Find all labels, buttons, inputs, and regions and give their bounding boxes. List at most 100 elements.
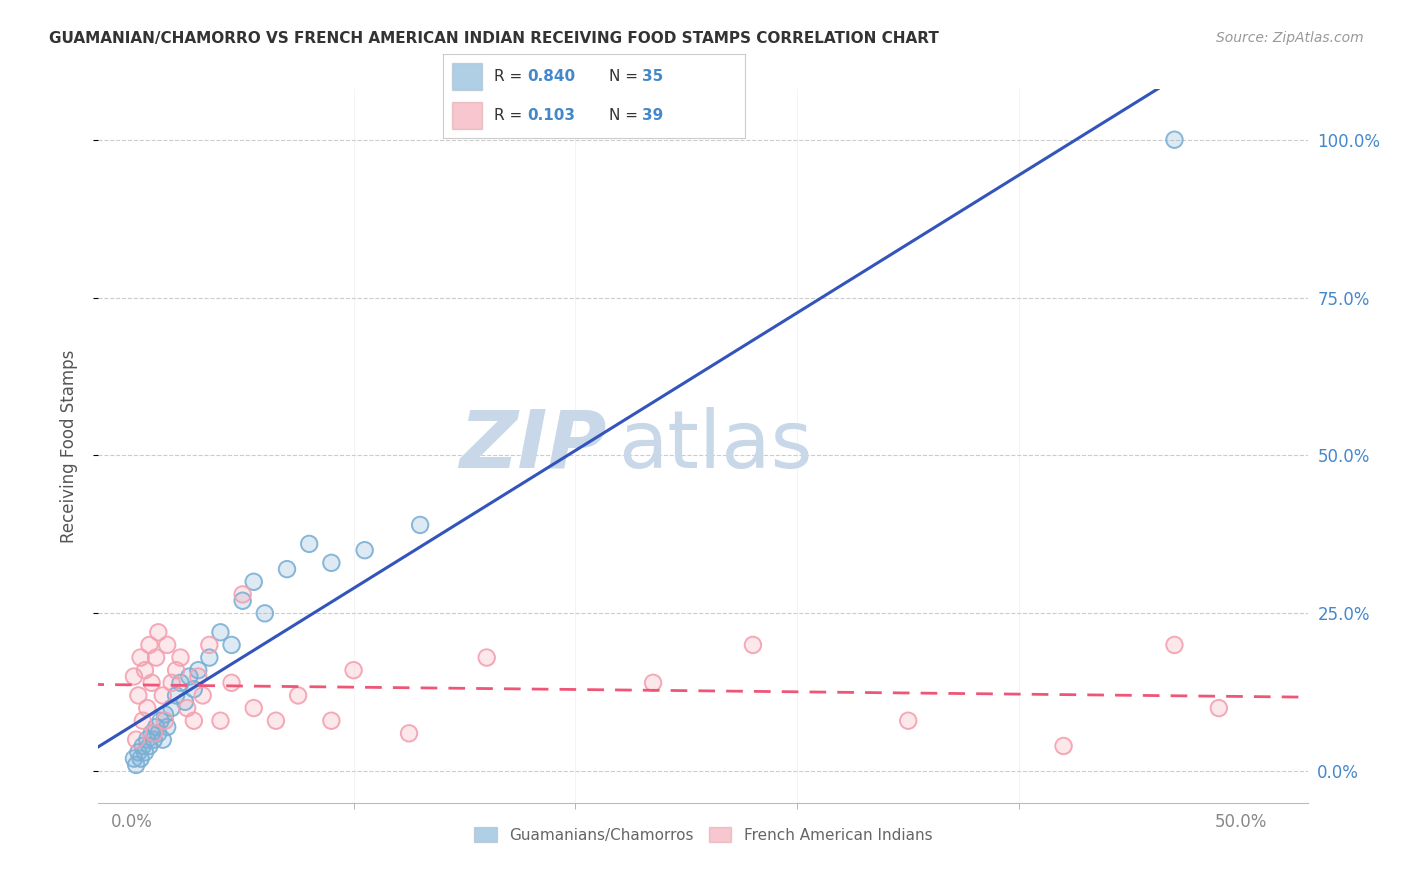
Point	[134, 663, 156, 677]
Point	[353, 543, 375, 558]
Point	[152, 689, 174, 703]
Point	[1052, 739, 1074, 753]
Point	[276, 562, 298, 576]
Point	[156, 720, 179, 734]
Point	[122, 669, 145, 683]
Point	[156, 638, 179, 652]
Point	[132, 739, 155, 753]
Point	[253, 607, 276, 621]
Point	[156, 720, 179, 734]
Point	[145, 720, 167, 734]
Point	[122, 669, 145, 683]
Point	[149, 714, 172, 728]
Point	[127, 745, 149, 759]
Point	[142, 732, 165, 747]
Point	[169, 675, 191, 690]
Point	[153, 714, 176, 728]
Point	[160, 675, 183, 690]
Point	[1208, 701, 1230, 715]
Point	[129, 650, 152, 665]
Text: R =: R =	[495, 108, 527, 123]
Point	[321, 714, 343, 728]
Point	[134, 745, 156, 759]
Point	[321, 556, 343, 570]
Point	[122, 751, 145, 765]
Point	[198, 638, 221, 652]
Point	[127, 745, 149, 759]
Point	[145, 650, 167, 665]
Point	[132, 714, 155, 728]
Point	[165, 663, 187, 677]
Point	[125, 732, 148, 747]
Point	[242, 701, 264, 715]
Point	[209, 714, 232, 728]
Point	[145, 720, 167, 734]
Point	[132, 714, 155, 728]
Point	[148, 726, 170, 740]
Point	[136, 732, 159, 747]
Point	[287, 689, 309, 703]
Point	[169, 650, 191, 665]
Point	[1052, 739, 1074, 753]
Point	[142, 732, 165, 747]
Point	[174, 695, 197, 709]
Y-axis label: Receiving Food Stamps: Receiving Food Stamps	[59, 350, 77, 542]
Point	[152, 689, 174, 703]
Point	[409, 517, 432, 532]
Point	[132, 739, 155, 753]
FancyBboxPatch shape	[451, 62, 482, 90]
Point	[136, 701, 159, 715]
Point	[176, 701, 198, 715]
Point	[198, 638, 221, 652]
Point	[165, 689, 187, 703]
Point	[242, 574, 264, 589]
Point	[232, 593, 254, 607]
Point	[1163, 638, 1185, 652]
Point	[169, 650, 191, 665]
Point	[141, 675, 163, 690]
Point	[209, 625, 232, 640]
Point	[742, 638, 765, 652]
Point	[129, 751, 152, 765]
Point	[742, 638, 765, 652]
Point	[641, 675, 664, 690]
Point	[183, 682, 205, 697]
Text: N =: N =	[609, 108, 643, 123]
Text: 0.840: 0.840	[527, 69, 575, 84]
Point	[221, 675, 243, 690]
Point	[221, 638, 243, 652]
Point	[232, 587, 254, 601]
Legend: Guamanians/Chamorros, French American Indians: Guamanians/Chamorros, French American In…	[468, 821, 938, 848]
Text: 39: 39	[643, 108, 664, 123]
Point	[1163, 638, 1185, 652]
Point	[160, 701, 183, 715]
Point	[125, 732, 148, 747]
Point	[127, 689, 149, 703]
Point	[253, 607, 276, 621]
Point	[152, 732, 174, 747]
Point	[174, 695, 197, 709]
Text: GUAMANIAN/CHAMORRO VS FRENCH AMERICAN INDIAN RECEIVING FOOD STAMPS CORRELATION C: GUAMANIAN/CHAMORRO VS FRENCH AMERICAN IN…	[49, 31, 939, 46]
Point	[141, 675, 163, 690]
FancyBboxPatch shape	[451, 102, 482, 129]
Point	[1163, 133, 1185, 147]
Point	[353, 543, 375, 558]
Point	[156, 638, 179, 652]
Point	[134, 663, 156, 677]
Point	[398, 726, 420, 740]
Point	[264, 714, 287, 728]
Point	[897, 714, 920, 728]
Point	[136, 732, 159, 747]
Point	[160, 701, 183, 715]
Point	[398, 726, 420, 740]
Point	[242, 701, 264, 715]
Point	[165, 663, 187, 677]
Point	[142, 726, 165, 740]
Point	[141, 726, 163, 740]
Point	[232, 593, 254, 607]
Point	[1208, 701, 1230, 715]
Text: ZIP: ZIP	[458, 407, 606, 485]
Point	[298, 537, 321, 551]
Point	[321, 714, 343, 728]
Point	[264, 714, 287, 728]
